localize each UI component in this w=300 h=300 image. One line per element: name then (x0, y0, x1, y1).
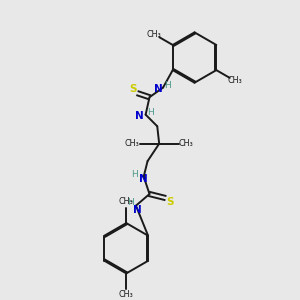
Text: CH₃: CH₃ (125, 139, 140, 148)
Text: H: H (127, 198, 134, 207)
Text: CH₃: CH₃ (227, 76, 242, 85)
Text: H: H (130, 170, 137, 179)
Text: S: S (129, 85, 137, 94)
Text: N: N (135, 111, 144, 121)
Text: N: N (154, 83, 163, 94)
Text: CH₃: CH₃ (147, 30, 162, 39)
Text: S: S (166, 197, 174, 207)
Text: H: H (147, 108, 154, 117)
Text: CH₃: CH₃ (119, 290, 134, 299)
Text: N: N (139, 173, 148, 184)
Text: N: N (133, 205, 141, 214)
Text: CH₃: CH₃ (179, 139, 194, 148)
Text: H: H (164, 81, 171, 90)
Text: CH₃: CH₃ (119, 197, 134, 206)
